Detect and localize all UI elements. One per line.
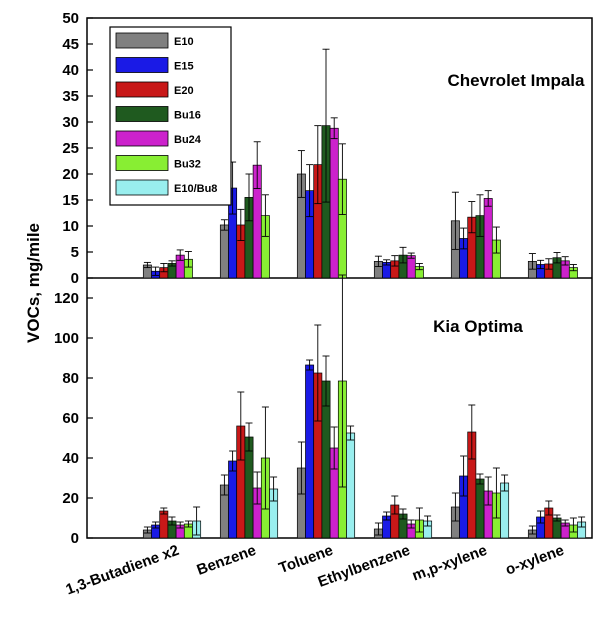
legend-label: Bu24 [174, 134, 202, 146]
y-axis-label: VOCs, mg/mile [24, 223, 43, 343]
bar [329, 127, 339, 279]
legend-label: E10/Bu8 [174, 183, 217, 195]
legend: E10 E15 E20 Bu16 Bu24 Bu32 E10/Bu8 [109, 26, 232, 206]
panel-title-bottom: Kia Optima [433, 317, 523, 336]
y-tick-label: 30 [62, 114, 79, 131]
y-tick-label: 100 [54, 330, 79, 347]
y-tick-label: 25 [62, 140, 79, 157]
legend-label: E20 [174, 85, 194, 97]
legend-swatch [115, 81, 169, 98]
category-label: 1,3-Butadiene x2 [64, 542, 182, 599]
bars-layer [142, 48, 587, 539]
y-tick-label: 0 [71, 530, 79, 547]
y-tick-label: 50 [62, 10, 79, 27]
y-tick-label: 10 [62, 218, 79, 235]
y-tick-label: 0 [71, 270, 79, 287]
legend-label: Bu16 [174, 110, 201, 122]
y-tick-label: 120 [54, 290, 79, 307]
category-label: m,p-xylene [410, 542, 489, 585]
y-tick-label: 20 [62, 490, 79, 507]
legend-swatch [115, 155, 169, 171]
bar [346, 432, 356, 539]
y-tick-label: 80 [62, 370, 79, 387]
bar [159, 510, 169, 539]
bar [219, 224, 229, 279]
y-tick-label: 60 [62, 410, 79, 427]
bar [305, 364, 315, 539]
legend-swatch [115, 57, 169, 73]
y-tick-label: 35 [62, 88, 79, 105]
category-label: Benzene [195, 542, 259, 579]
legend-swatch [115, 130, 169, 147]
panel-title-top: Chevrolet Impala [448, 71, 586, 90]
bar [228, 460, 238, 539]
y-tick-label: 45 [62, 36, 79, 53]
y-tick-label: 40 [62, 62, 79, 79]
bar [483, 198, 493, 279]
y-tick-label: 5 [71, 244, 79, 261]
bar [406, 255, 416, 279]
y-tick-label: 40 [62, 450, 79, 467]
legend-label: Bu32 [174, 159, 201, 171]
category-label: o-xylene [503, 542, 566, 579]
legend-label: E15 [174, 61, 194, 73]
legend-swatch [115, 179, 169, 196]
y-tick-label: 20 [62, 166, 79, 183]
legend-swatch [115, 32, 169, 49]
bar [475, 478, 485, 539]
legend-swatch [115, 106, 169, 122]
bar [244, 436, 254, 539]
y-tick-label: 15 [62, 192, 79, 209]
legend-label: E10 [174, 36, 194, 48]
